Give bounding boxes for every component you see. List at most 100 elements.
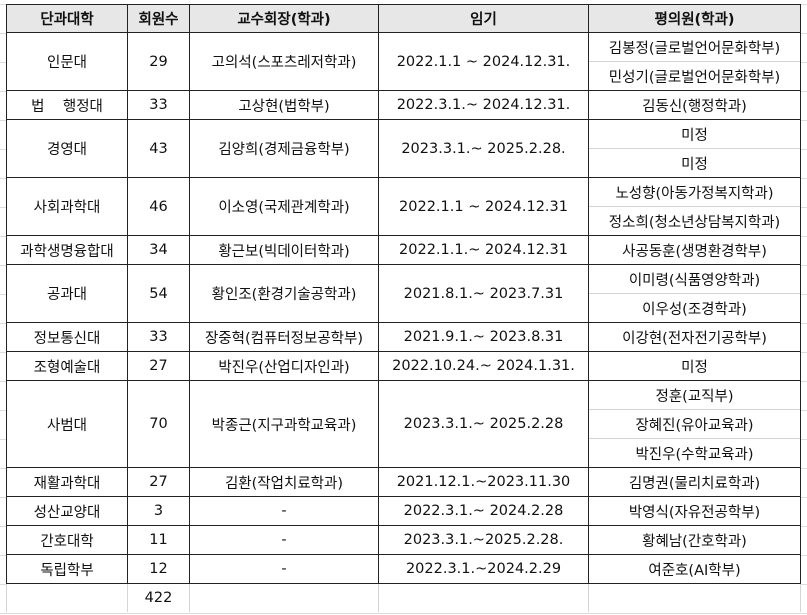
college-cell: 과학생명융합대 [6,235,128,265]
councilor-cell: 미정 [588,351,801,381]
college-cell: 법 행정대 [6,90,128,120]
term-cell: 2022.3.1.~ 2024.12.31. [378,90,589,120]
table-row: 과학생명융합대 34 황근보(빅데이터학과) 2022.1.1.~ 2024.12.3… [6,235,801,265]
councilor-cell: 미정 [588,119,801,149]
councilor-cell: 정소희(청소년상담복지학과) [588,206,801,236]
councilor-cell: 김명권(물리치료학과) [588,467,801,497]
councilor-cell: 미정 [588,148,801,178]
header-councilors: 평의원(학과) [588,4,801,33]
president-cell: 황근보(빅데이터학과) [189,235,379,265]
president-cell: 박진우(산업디자인과) [189,351,379,381]
table-row: 성산교양대 3-2022.3.1.~ 2024.2.28 박영식(자유전공학부) [6,496,801,526]
members-cell: 27 [127,351,190,381]
table-row: 사회과학대 46 이소영(국제관계학과) 2022.1.1 ~ 2024.12.31 노… [6,177,801,236]
president-cell: 고상현(법학부) [189,90,379,120]
term-cell: 2022.10.24.~ 2024.1.31. [378,351,589,381]
term-cell: 2022.1.1 ~ 2024.12.31. [378,32,589,91]
header-president: 교수회장(학과) [189,4,379,33]
table-row: 조형예술대 27 박진우(산업디자인과) 2022.10.24.~ 2024.1.31… [6,351,801,381]
college-cell: 인문대 [6,32,128,91]
councilor-cell: 황혜남(간호학과) [588,525,801,555]
total-blank [189,583,379,612]
header-term: 임기 [378,4,589,33]
college-cell: 정보통신대 [6,322,128,352]
members-cell: 33 [127,90,190,120]
college-cell: 조형예술대 [6,351,128,381]
table-row: 독립학부 12-2022.3.1.~2024.2.29 여준호(AI학부) [6,554,801,584]
councilor-cell: 사공동훈(생명환경학부) [588,235,801,265]
table-row: 간호대학 11-2023.3.1.~2025.2.28. 황혜남(간호학과) [6,525,801,555]
college-cell: 성산교양대 [6,496,128,526]
members-cell: 29 [127,32,190,91]
president-cell: 고의석(스포츠레저학과) [189,32,379,91]
members-cell: 70 [127,380,190,468]
term-cell: 2023.3.1.~ 2025.2.28 [378,380,589,468]
members-cell: 27 [127,467,190,497]
header-row: 단과대학 회원수 교수회장(학과) 임기 평의원(학과) [6,4,801,33]
term-cell: 2021.8.1.~ 2023.7.31 [378,264,589,323]
table-row: 정보통신대 33 장중혁(컴퓨터정보공학부) 2021.9.1.~ 2023.8.31… [6,322,801,352]
councilor-cell: 정훈(교직부) [588,380,801,410]
members-cell: 12 [127,554,190,584]
college-cell: 공과대 [6,264,128,323]
president-cell: 황인조(환경기술공학과) [189,264,379,323]
councilor-cell: 민성기(글로벌언어문화학부) [588,61,801,91]
total-blank [6,583,128,612]
term-cell: 2022.1.1 ~ 2024.12.31 [378,177,589,236]
councilor-cell: 박영식(자유전공학부) [588,496,801,526]
councilor-cell: 김동신(행정학과) [588,90,801,120]
council-table: 단과대학 회원수 교수회장(학과) 임기 평의원(학과) 인문대 29 고의석(스포… [6,4,801,612]
table-row: 인문대 29 고의석(스포츠레저학과) 2022.1.1 ~ 2024.12.31. 김… [6,32,801,91]
total-row: 422 [6,583,801,612]
members-cell: 46 [127,177,190,236]
members-cell: 3 [127,496,190,526]
term-cell: 2022.1.1.~ 2024.12.31 [378,235,589,265]
president-cell: 장중혁(컴퓨터정보공학부) [189,322,379,352]
term-cell: 2022.3.1.~ 2024.2.28 [378,496,589,526]
councilor-cell: 이강현(전자전기공학부) [588,322,801,352]
term-cell: 2021.12.1.~2023.11.30 [378,467,589,497]
president-cell: - [189,554,379,584]
members-cell: 11 [127,525,190,555]
councilor-cell: 노성향(아동가정복지학과) [588,177,801,207]
councilor-cell: 이미령(식품영양학과) [588,264,801,294]
president-cell: 이소영(국제관계학과) [189,177,379,236]
table-row: 법 행정대 33 고상현(법학부) 2022.3.1.~ 2024.12.31. 김동신… [6,90,801,120]
college-cell: 사범대 [6,380,128,468]
college-cell: 간호대학 [6,525,128,555]
president-cell: - [189,496,379,526]
councilor-cell: 이우성(조경학과) [588,293,801,323]
president-cell: - [189,525,379,555]
president-cell: 김환(작업치료학과) [189,467,379,497]
president-cell: 김양희(경제금융학부) [189,119,379,178]
table-row: 공과대 54 황인조(환경기술공학과) 2021.8.1.~ 2023.7.31 이미령… [6,264,801,323]
table-row: 이우성(조경학과) [7,293,801,323]
total-blank [378,583,589,612]
members-cell: 34 [127,235,190,265]
term-cell: 2021.9.1.~ 2023.8.31 [378,322,589,352]
president-cell: 박종근(지구과학교육과) [189,380,379,468]
college-cell: 사회과학대 [6,177,128,236]
term-cell: 2023.3.1.~ 2025.2.28. [378,119,589,178]
header-members: 회원수 [127,4,190,33]
total-members: 422 [127,583,190,612]
college-cell: 경영대 [6,119,128,178]
members-cell: 33 [127,322,190,352]
table-row: 재활과학대 27 김환(작업치료학과) 2021.12.1.~2023.11.30 김명… [6,467,801,497]
councilor-cell: 여준호(AI학부) [588,554,801,584]
members-cell: 54 [127,264,190,323]
table-row: 장혜진(유아교육과) [7,409,801,439]
councilor-cell: 장혜진(유아교육과) [588,409,801,439]
total-blank [588,583,801,612]
table-row: 민성기(글로벌언어문화학부) [7,61,801,91]
councilor-cell: 김봉정(글로벌언어문화학부) [588,32,801,62]
header-college: 단과대학 [6,4,128,33]
table-row: 사범대 70 박종근(지구과학교육과) 2023.3.1.~ 2025.2.28 정훈(… [6,380,801,468]
table-row: 경영대 43 김양희(경제금융학부) 2023.3.1.~ 2025.2.28. 미정 [6,119,801,178]
college-cell: 재활과학대 [6,467,128,497]
term-cell: 2023.3.1.~2025.2.28. [378,525,589,555]
members-cell: 43 [127,119,190,178]
councilor-cell: 박진우(수학교육과) [588,438,801,468]
term-cell: 2022.3.1.~2024.2.29 [378,554,589,584]
table-row: 박진우(수학교육과) [7,438,801,468]
